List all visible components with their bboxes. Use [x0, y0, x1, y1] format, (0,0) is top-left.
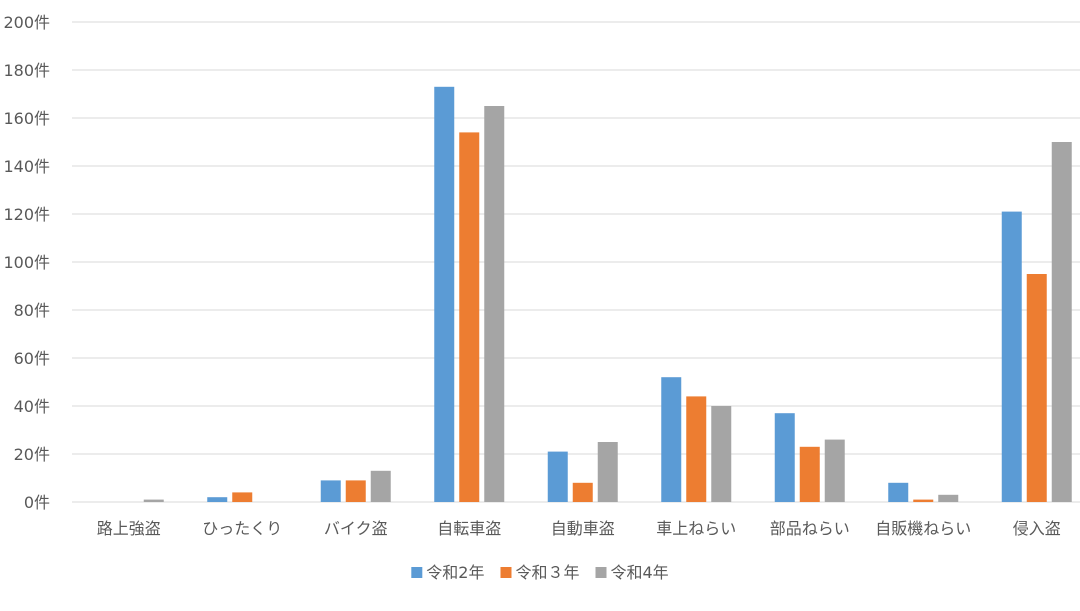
x-category-label: 車上ねらい: [656, 519, 736, 538]
y-tick-label: 100件: [3, 253, 50, 272]
bar: [320, 480, 341, 502]
bar: [913, 499, 934, 502]
bar: [1026, 274, 1047, 502]
x-category-label: ひったくり: [202, 519, 282, 538]
bar: [774, 413, 795, 502]
y-tick-label: 200件: [3, 13, 50, 32]
y-tick-label: 60件: [14, 349, 50, 368]
y-tick-label: 0件: [24, 493, 50, 512]
legend-label: 令和4年: [611, 563, 669, 582]
bar: [824, 439, 845, 502]
bar: [938, 494, 959, 502]
x-category-label: 自動車盗: [551, 519, 615, 538]
legend-swatch: [500, 567, 512, 578]
bar: [434, 86, 455, 503]
bar: [661, 377, 682, 502]
gridlines: [72, 21, 1080, 503]
y-tick-label: 40件: [14, 397, 50, 416]
x-category-label: バイク盗: [324, 519, 388, 538]
bar: [799, 446, 820, 502]
bar: [459, 132, 480, 502]
x-axis-categories: 路上強盗 ひったくり バイク盗 自転車盗 自動車盗 車上ねらい 部品ねらい 自販機ねらい 侵入盗: [97, 519, 1061, 538]
x-category-label: 部品ねらい: [770, 519, 850, 538]
legend-item: 令和4年: [595, 563, 669, 582]
bar: [572, 482, 593, 502]
legend-item: 令和2年: [411, 563, 484, 582]
x-category-label: 路上強盗: [97, 519, 161, 538]
legend-swatch: [595, 567, 607, 578]
bar: [597, 442, 618, 502]
x-category-label: 侵入盗: [1013, 519, 1061, 538]
bar: [547, 451, 568, 502]
y-axis-ticks: 0件 20件 40件 60件 80件 100件 120件 140件 160件 180件 200件: [3, 13, 50, 512]
x-category-label: 自販機ねらい: [875, 519, 971, 538]
y-tick-label: 140件: [3, 157, 50, 176]
legend-label: 令和３年: [515, 563, 579, 582]
y-tick-label: 160件: [3, 109, 50, 128]
bar: [232, 492, 253, 502]
legend: 令和2年 令和３年 令和4年: [411, 563, 669, 582]
legend-item: 令和３年: [500, 563, 580, 582]
bar: [345, 480, 366, 502]
bar: [484, 106, 505, 502]
bars: [143, 86, 1072, 503]
y-tick-label: 80件: [14, 301, 50, 320]
bar: [1001, 211, 1022, 502]
y-tick-label: 180件: [3, 61, 50, 80]
legend-label: 令和2年: [426, 563, 484, 582]
y-tick-label: 120件: [3, 205, 50, 224]
y-tick-label: 20件: [14, 445, 50, 464]
bar: [143, 499, 164, 502]
bar: [686, 396, 707, 502]
bar: [888, 482, 909, 502]
x-category-label: 自転車盗: [437, 519, 501, 538]
bar: [1051, 142, 1072, 502]
bar: [207, 497, 228, 502]
legend-swatch: [411, 567, 423, 578]
bar: [711, 406, 732, 502]
bar: [370, 470, 391, 502]
